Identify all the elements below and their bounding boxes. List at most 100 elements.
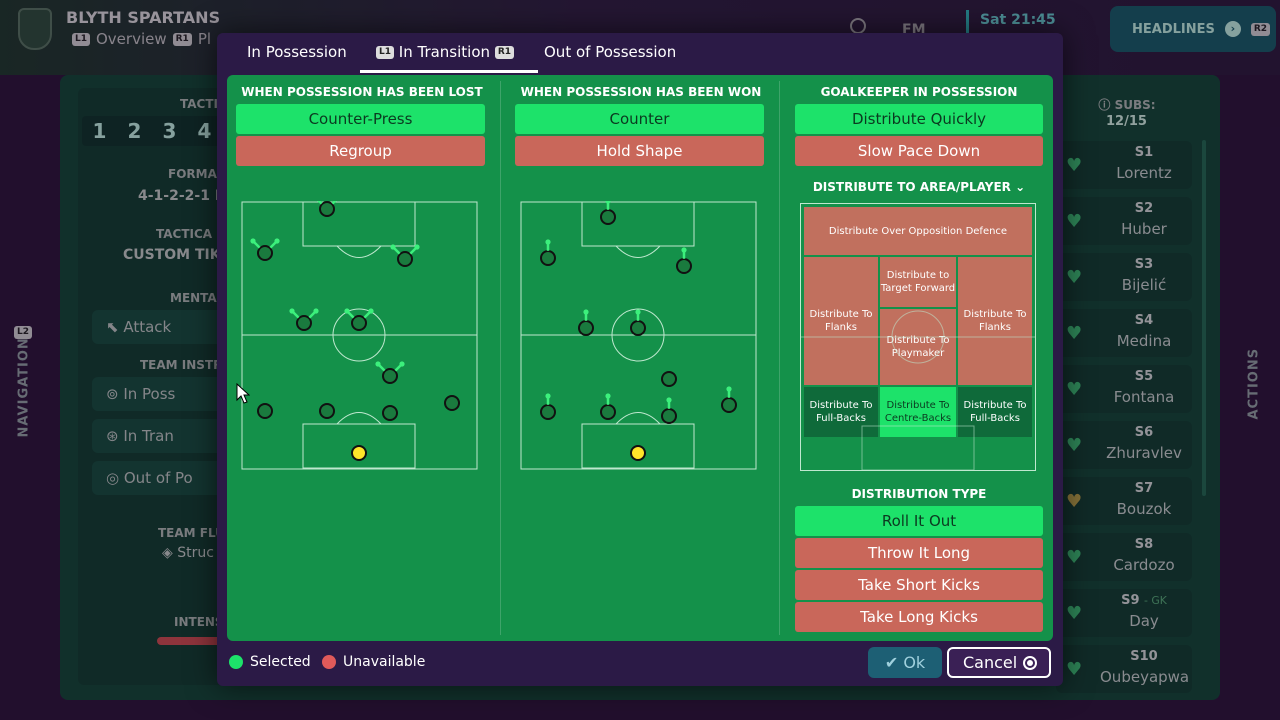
distribute-title: DISTRIBUTE TO AREA/PLAYER [812, 180, 1011, 194]
zone-playmaker[interactable]: Distribute To Playmaker [880, 309, 956, 385]
heart-icon: ♥ [1066, 155, 1083, 176]
zone-over-defence[interactable]: Distribute Over Opposition Defence [804, 207, 1032, 255]
counter-press-button[interactable]: Counter-Press [236, 104, 485, 134]
zone-flanks-right[interactable]: Distribute To Flanks [958, 257, 1032, 385]
circle-button-icon [1023, 656, 1037, 670]
sub-name: Oubeyapwa [1100, 668, 1190, 686]
formation-header: FORMA [168, 167, 217, 181]
chevron-down-icon: ⌄ [1015, 180, 1026, 194]
distribute-to-area-dropdown[interactable]: DISTRIBUTE TO AREA/PLAYER ⌄ [785, 180, 1053, 194]
heart-icon: ♥ [1066, 491, 1083, 512]
legend-unavailable: Unavailable [322, 654, 425, 670]
tab-out-of-possession[interactable]: Out of Possession [544, 43, 676, 71]
sub-name: Cardozo [1113, 556, 1175, 574]
distribution-type-title: DISTRIBUTION TYPE [851, 487, 987, 501]
team-fluidity-header: TEAM FLU [158, 526, 225, 540]
l1-button-icon: L1 [72, 32, 90, 46]
sub-player-card[interactable]: ♥ S3 Bijelić [1056, 253, 1192, 301]
pitch-lost [241, 201, 478, 470]
mouse-cursor-icon [236, 383, 250, 404]
throw-it-long-button[interactable]: Throw It Long [795, 538, 1043, 568]
take-long-kicks-button[interactable]: Take Long Kicks [795, 602, 1043, 632]
sub-player-card[interactable]: ♥ S6 Zhuravlev [1056, 421, 1192, 469]
sub-name: Bijelić [1121, 276, 1167, 294]
headlines-button[interactable]: HEADLINES › R2 [1110, 6, 1276, 52]
tactic-slot-1[interactable]: 1 [92, 119, 107, 143]
player-marker [289, 308, 319, 331]
instruction-label: Out of Po [123, 469, 193, 487]
ok-label: Ok [903, 653, 926, 672]
player-marker [375, 361, 405, 384]
diamond-icon: ◈ [162, 545, 178, 561]
tactic-slot-2[interactable]: 2 [127, 119, 142, 143]
player-marker [661, 371, 677, 387]
column-possession-lost: WHEN POSSESSION HAS BEEN LOST Counter-Pr… [227, 75, 497, 641]
intensity-bar [157, 637, 227, 645]
formation-value[interactable]: 4-1-2-2-1 R [138, 188, 226, 204]
club-nav: L1 Overview R1 Pl [72, 30, 211, 48]
chevron-right-icon: › [1224, 21, 1241, 37]
l2-button-icon: L2 [14, 326, 32, 339]
heart-icon: ♥ [1066, 659, 1083, 680]
column-divider [779, 81, 780, 635]
subs-count: 12/15 [1106, 114, 1147, 129]
player-marker [319, 403, 335, 419]
transition-instructions-dialog: In Possession L1 In Transition R1 Out of… [217, 33, 1063, 686]
player-marker [676, 247, 692, 274]
slow-pace-down-button[interactable]: Slow Pace Down [795, 136, 1043, 166]
sub-name: Bouzok [1116, 500, 1172, 518]
subs-scrollbar[interactable] [1202, 140, 1206, 496]
tab-label: Out of Possession [544, 43, 677, 61]
tactic-slot-3[interactable]: 3 [162, 119, 177, 143]
hold-shape-button[interactable]: Hold Shape [515, 136, 764, 166]
sub-name: Zhuravlev [1106, 444, 1182, 462]
goalkeeper-marker [351, 445, 367, 461]
player-marker [344, 308, 374, 331]
zone-fullbacks-left[interactable]: Distribute To Full-Backs [804, 387, 878, 437]
sub-player-card[interactable]: ♥ S2 Huber [1056, 197, 1192, 245]
sub-player-card[interactable]: ♥ S8 Cardozo [1056, 533, 1192, 581]
sub-player-card[interactable]: ♥ S9 - GK Day [1056, 589, 1192, 637]
column-divider [500, 81, 501, 635]
team-fluidity-value[interactable]: Struc [177, 545, 214, 561]
sub-player-card[interactable]: ♥ S5 Fontana [1056, 365, 1192, 413]
tactic-header: TACTI [180, 97, 218, 111]
sub-player-card[interactable]: ♥ S1 Lorentz [1056, 141, 1192, 189]
ok-button[interactable]: ✔ Ok [868, 647, 942, 678]
tab-in-possession[interactable]: In Possession [247, 43, 347, 71]
cancel-label: Cancel [963, 653, 1018, 672]
zone-flanks-left[interactable]: Distribute To Flanks [804, 257, 878, 385]
goalkeeper-marker [630, 445, 646, 461]
nav-players[interactable]: Pl [197, 30, 212, 48]
take-short-kicks-button[interactable]: Take Short Kicks [795, 570, 1043, 600]
legend-unavailable-label: Unavailable [343, 654, 426, 670]
sub-code: S6 [1134, 425, 1154, 440]
sub-code: S7 [1134, 481, 1154, 496]
heart-icon: ♥ [1066, 323, 1083, 344]
zone-fullbacks-right[interactable]: Distribute To Full-Backs [958, 387, 1032, 437]
mentality-value: Attack [123, 318, 172, 336]
heart-icon: ♥ [1066, 435, 1083, 456]
sub-name: Huber [1121, 220, 1167, 238]
column-goalkeeper: GOALKEEPER IN POSSESSION Distribute Quic… [785, 75, 1053, 641]
tab-in-transition[interactable]: L1 In Transition R1 [359, 43, 539, 73]
sub-player-card[interactable]: ♥ S10 Oubeyapwa [1056, 645, 1192, 693]
mentality-header: MENTA [170, 291, 217, 305]
sub-name: Day [1129, 612, 1159, 630]
sub-player-card[interactable]: ♥ S7 Bouzok [1056, 477, 1192, 525]
tactic-slot-4[interactable]: 4 [197, 119, 212, 143]
zone-target-forward[interactable]: Distribute to Target Forward [880, 257, 956, 307]
column-title: WHEN POSSESSION HAS BEEN LOST [241, 85, 483, 99]
player-marker [390, 244, 420, 267]
roll-it-out-button[interactable]: Roll It Out [795, 506, 1043, 536]
sub-player-card[interactable]: ♥ S4 Medina [1056, 309, 1192, 357]
nav-overview[interactable]: Overview [96, 30, 167, 48]
player-marker [721, 386, 737, 413]
tactical-style-value[interactable]: CUSTOM TIKI [123, 247, 226, 263]
zone-centre-backs[interactable]: Distribute To Centre-Backs [880, 387, 956, 437]
regroup-button[interactable]: Regroup [236, 136, 485, 166]
cancel-button[interactable]: Cancel [947, 647, 1051, 678]
distribute-quickly-button[interactable]: Distribute Quickly [795, 104, 1043, 134]
counter-button[interactable]: Counter [515, 104, 764, 134]
game-datetime: Sat 21:45 [980, 12, 1056, 28]
